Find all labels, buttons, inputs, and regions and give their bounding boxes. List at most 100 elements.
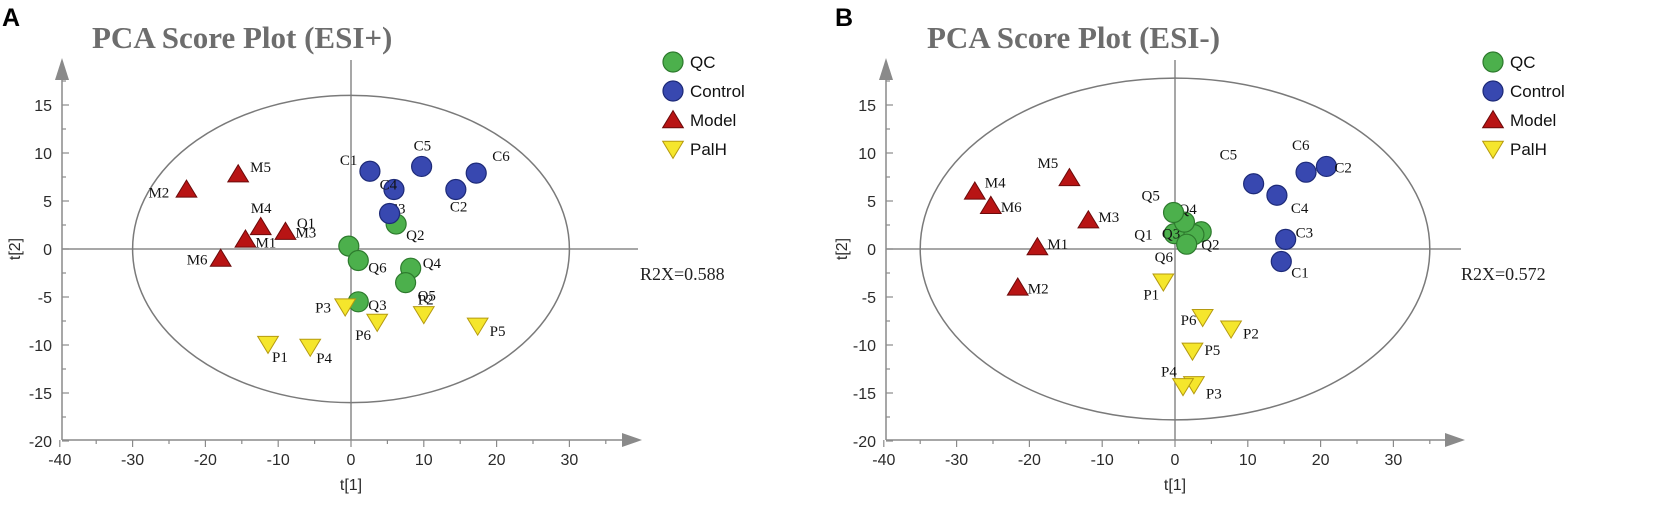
point-label: P4	[1161, 364, 1177, 380]
point-label: M2	[148, 185, 169, 201]
point-label: C6	[1292, 138, 1310, 154]
point-label: C4	[1291, 201, 1309, 217]
x-tick-label: 20	[1312, 452, 1330, 469]
y-tick-label: -20	[853, 434, 876, 451]
legend-label: PalH	[690, 140, 727, 159]
point-label: C1	[1291, 265, 1309, 281]
data-point	[1026, 236, 1049, 256]
data-point	[226, 163, 250, 183]
data-point	[1315, 155, 1338, 178]
point-label: P3	[1206, 386, 1222, 402]
data-point	[1266, 184, 1288, 206]
data-point	[1181, 342, 1204, 362]
y-tick-label: 5	[43, 194, 52, 211]
legend-label: Model	[1510, 111, 1556, 130]
data-point	[347, 249, 369, 272]
data-point	[1191, 308, 1214, 328]
point-label: C2	[1334, 160, 1352, 176]
plot-title: PCA Score Plot (ESI-)	[927, 20, 1221, 55]
axes	[55, 58, 642, 447]
y-tick-label: -20	[29, 434, 52, 451]
legend-label: PalH	[1510, 140, 1547, 159]
legend-label: Control	[690, 82, 745, 101]
data-point	[412, 306, 436, 325]
plot-title: PCA Score Plot (ESI+)	[92, 20, 393, 55]
panel-label: A	[2, 4, 21, 32]
series-palh: P1 P2 P3 P4 P5 P6	[1143, 273, 1259, 402]
point-label: M2	[1028, 281, 1049, 297]
data-point	[175, 179, 198, 198]
data-point	[1162, 201, 1185, 224]
y-tick-label: 0	[43, 242, 52, 259]
data-point	[359, 160, 381, 182]
y-axis-label: t[2]	[834, 238, 851, 260]
data-point	[963, 181, 987, 200]
point-label: Q1	[297, 216, 315, 232]
data-point	[1270, 250, 1292, 273]
data-point	[1058, 167, 1081, 187]
point-label: M6	[1001, 200, 1022, 216]
y-tick-label: -5	[862, 290, 876, 307]
point-label: C1	[340, 153, 358, 169]
legend-marker	[661, 109, 685, 129]
y-tick-label: -15	[853, 386, 876, 403]
series-model: M1 M2 M3 M4 M5 M6	[148, 160, 316, 268]
x-tick-label: 0	[1171, 452, 1180, 469]
point-label: C5	[414, 138, 432, 154]
data-point	[1295, 161, 1317, 183]
point-label: C5	[1220, 148, 1238, 164]
x-tick-label: 0	[347, 452, 356, 469]
y-tick-label: 0	[867, 242, 876, 259]
data-point	[383, 178, 405, 201]
y-tick-label: 15	[858, 98, 876, 115]
point-label: P6	[1181, 313, 1197, 329]
point-label: M6	[187, 253, 208, 269]
x-tick-label: -40	[872, 452, 895, 469]
data-point	[298, 338, 322, 358]
legend-label: Control	[1510, 82, 1565, 101]
x-tick-label: 20	[488, 452, 506, 469]
point-label: P1	[1143, 288, 1159, 304]
legend-marker	[1481, 140, 1505, 160]
data-point	[1176, 233, 1198, 255]
point-label: M1	[1047, 237, 1068, 253]
x-axis-arrow	[622, 433, 642, 447]
data-point	[333, 298, 357, 317]
x-tick-label: 30	[1385, 452, 1403, 469]
y-tick-label: 15	[34, 98, 52, 115]
point-label: M4	[985, 175, 1006, 191]
r2x-annotation: R2X=0.588	[640, 264, 725, 284]
legend-marker	[1482, 51, 1504, 73]
point-label: C3	[1296, 225, 1314, 241]
point-label: Q3	[368, 298, 386, 314]
point-label: M5	[1037, 156, 1058, 172]
data-point	[274, 221, 297, 240]
y-axis-arrow	[879, 58, 893, 80]
data-point	[234, 229, 257, 248]
x-axis-label: t[1]	[1164, 477, 1186, 494]
y-tick-label: -15	[29, 386, 52, 403]
data-point	[1077, 209, 1100, 229]
point-label: C2	[450, 199, 468, 215]
point-label: Q2	[1201, 238, 1219, 254]
x-axis-arrow	[1445, 433, 1465, 447]
pca-score-plot: -40 -30 -20 -10 0 10 20 30 -20 -15 -10 -5 0 5 10 15 t[1]…	[7, 51, 745, 494]
y-axis-label: t[2]	[7, 238, 24, 260]
pca-panel-esi-negative: B PCA Score Plot (ESI-) -40 -30 -20 -10 0 10 2…	[827, 0, 1654, 528]
x-tick-label: 30	[561, 452, 579, 469]
y-tick-label: 10	[34, 146, 52, 163]
point-label: Q5	[418, 289, 436, 305]
data-point	[365, 313, 389, 333]
legend: QC Control Model PalH	[661, 51, 745, 160]
point-label: M3	[295, 226, 316, 242]
y-tick-label: -5	[38, 290, 52, 307]
point-label: M4	[251, 201, 272, 217]
point-label: Q5	[1142, 189, 1160, 205]
data-point	[1243, 173, 1265, 195]
point-label: P2	[418, 292, 434, 308]
point-label: Q3	[1162, 227, 1180, 243]
data-point	[249, 216, 272, 236]
data-point	[1006, 277, 1029, 296]
